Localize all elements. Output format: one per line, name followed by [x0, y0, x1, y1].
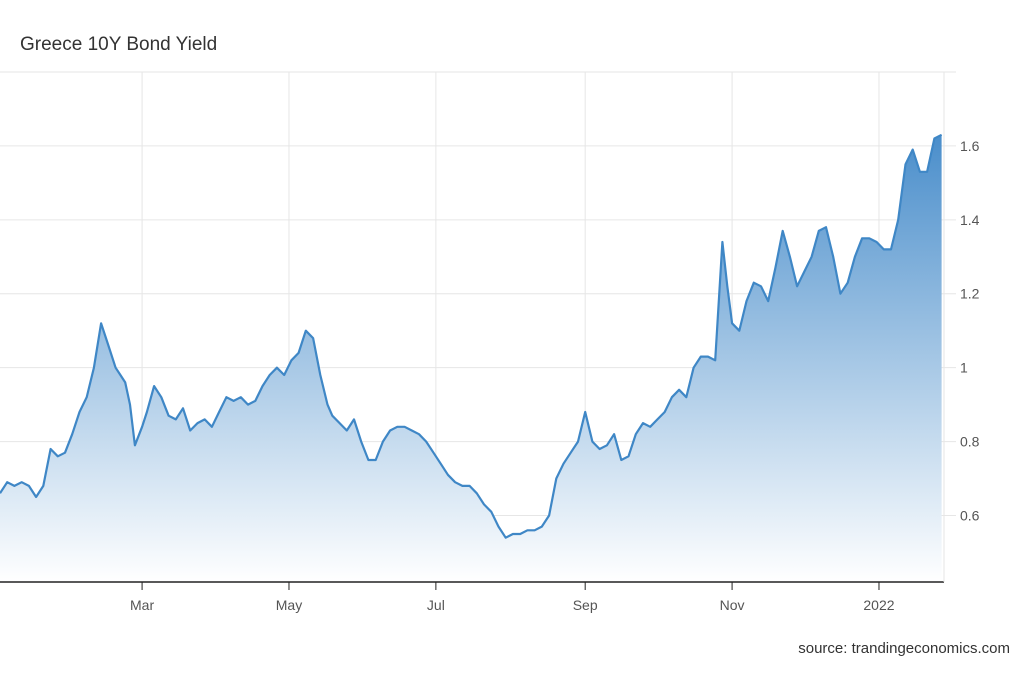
series-area: [0, 134, 942, 583]
y-tick-label-5: 1.6: [960, 138, 980, 154]
x-tick-label-0: Mar: [130, 597, 154, 613]
y-tick-label-3: 1.2: [960, 286, 980, 302]
area-fill: [0, 134, 942, 583]
x-tick-label-4: Nov: [720, 597, 745, 613]
series-path: [0, 133, 943, 539]
source-note: source: trandingeconomics.com: [798, 640, 1010, 657]
y-tick-label-0: 0.6: [960, 507, 980, 523]
y-tick-label-1: 0.8: [960, 434, 980, 450]
y-tick-label-4: 1.4: [960, 212, 980, 228]
y-tick-label-2: 1: [960, 360, 968, 376]
chart-title: Greece 10Y Bond Yield: [20, 34, 218, 55]
x-tick-label-1: May: [276, 597, 302, 613]
x-tick-label-5: 2022: [863, 597, 894, 613]
y-tick-labels: 0.6 0.8 1 1.2 1.4 1.6: [960, 138, 980, 524]
axes: [0, 72, 945, 590]
x-tick-labels: Mar May Jul Sep Nov 2022: [130, 597, 895, 613]
x-tick-label-2: Jul: [427, 597, 445, 613]
x-tick-label-3: Sep: [573, 597, 598, 613]
series-line: [0, 133, 943, 539]
